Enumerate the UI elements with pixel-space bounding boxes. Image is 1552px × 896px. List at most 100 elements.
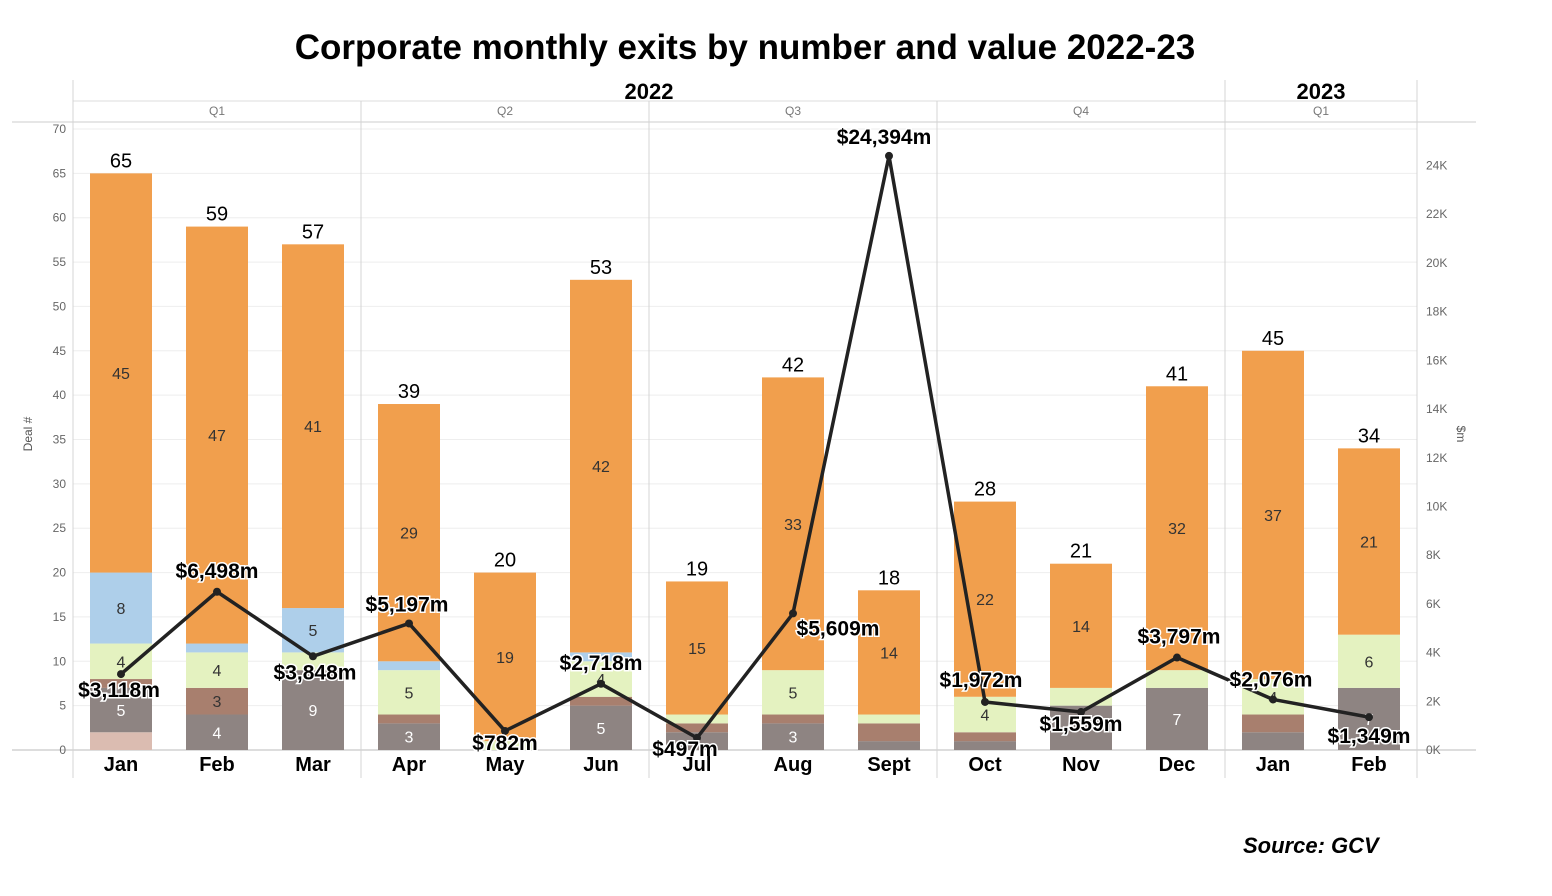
y-tick-label: 35 <box>53 433 67 447</box>
bar-segment <box>1338 448 1400 635</box>
bar-segment <box>90 687 152 733</box>
bar-segment <box>1050 563 1112 688</box>
value-line-point <box>405 619 413 628</box>
value-line-label: $5,609m <box>797 617 880 640</box>
bar-segment <box>186 226 248 644</box>
value-line-point <box>213 587 221 596</box>
segment-label: 5 <box>405 685 414 702</box>
y-axis-left: 0 5 10 15 20 25 30 35 40 45 50 55 60 65 70 Deal # <box>21 122 66 757</box>
segment-label: 14 <box>880 645 898 662</box>
bar-segment <box>666 581 728 715</box>
bar-segment <box>90 679 152 688</box>
y-tick-label: 70 <box>53 122 67 136</box>
value-line-label: $497m <box>652 738 717 761</box>
y-tick-label: 5 <box>59 699 66 713</box>
bar-total-label: 59 <box>206 204 228 226</box>
segment-label: 4 <box>213 663 222 680</box>
x-tick-label: Dec <box>1159 754 1196 776</box>
y2-tick-label: 18K <box>1426 305 1447 319</box>
bar-segment <box>1242 714 1304 733</box>
segment-label: 47 <box>208 428 226 445</box>
bar-total-label: 39 <box>398 381 420 403</box>
bar-segment <box>570 705 632 750</box>
year-label: 2022 <box>625 79 674 104</box>
bar-segment <box>90 732 152 750</box>
bar-segment <box>378 714 440 724</box>
bar-segment <box>1146 687 1208 750</box>
bar-segment <box>186 714 248 750</box>
quarter-label: Q2 <box>497 104 513 118</box>
bar-segment <box>378 670 440 715</box>
segment-label: 6 <box>1365 654 1374 671</box>
bar-segment <box>570 652 632 662</box>
value-line-label: $3,797m <box>1138 626 1221 649</box>
quarter-label: Q1 <box>209 104 225 118</box>
y2-tick-label: 12K <box>1426 451 1447 465</box>
bar-segment <box>186 687 248 715</box>
period-header: Q1 Q2 Q3 Q4 Q1 2022 2023 <box>209 79 1345 118</box>
segment-label: 4 <box>213 725 222 742</box>
value-line-point <box>117 670 125 679</box>
segment-label: 3 <box>405 730 414 747</box>
y2-tick-label: 0K <box>1426 743 1441 757</box>
bar-segment <box>762 377 824 671</box>
y2-tick-label: 16K <box>1426 353 1447 367</box>
x-tick-label: Sept <box>867 754 911 776</box>
y-tick-label: 50 <box>53 299 67 313</box>
segment-label: 3 <box>789 730 798 747</box>
x-tick-label: Feb <box>1351 754 1387 776</box>
y-tick-label: 20 <box>53 566 67 580</box>
y-tick-label: 0 <box>59 743 66 757</box>
bar-segment <box>666 723 728 733</box>
segment-label: 45 <box>112 366 130 383</box>
x-tick-label: May <box>486 754 526 776</box>
bar-segment <box>1242 350 1304 680</box>
segment-label: 42 <box>592 459 610 476</box>
segment-label: 15 <box>688 641 706 658</box>
y-tick-label: 25 <box>53 521 67 535</box>
bar-segment <box>858 590 920 715</box>
y-tick-label: 65 <box>53 166 67 180</box>
y2-axis-title: $m <box>1454 426 1468 443</box>
value-line-point <box>789 609 797 618</box>
value-line-label: $24,394m <box>837 126 932 149</box>
value-line-label: $5,197m <box>366 593 449 616</box>
value-line-label: $1,972m <box>940 669 1023 692</box>
y2-tick-label: 8K <box>1426 548 1441 562</box>
x-axis: Jan Feb Mar Apr May Jun Jul Aug Sept Oct Nov Dec Jan… <box>104 754 1387 776</box>
bar-segment <box>90 173 152 573</box>
bar-segment <box>570 661 632 697</box>
y2-tick-label: 24K <box>1426 159 1447 173</box>
quarter-label: Q1 <box>1313 104 1329 118</box>
bar-segment <box>762 723 824 750</box>
bar-segment <box>858 723 920 742</box>
value-line-point <box>1077 708 1085 717</box>
y-tick-label: 15 <box>53 610 67 624</box>
bar-total-label: 41 <box>1166 363 1188 385</box>
bar-segment <box>570 279 632 653</box>
bar-segment <box>1050 687 1112 706</box>
year-label: 2023 <box>1297 79 1346 104</box>
bar-segment <box>90 572 152 644</box>
source-note: Source: GCV <box>1243 833 1379 858</box>
y2-tick-label: 10K <box>1426 499 1447 513</box>
segment-label: 5 <box>117 703 126 720</box>
bar-segment <box>1338 634 1400 688</box>
y2-tick-label: 22K <box>1426 207 1447 221</box>
bar-segment <box>474 741 536 750</box>
bar-total-label: 28 <box>974 479 996 501</box>
bar-segment <box>954 732 1016 742</box>
segment-label: 29 <box>400 526 418 543</box>
value-line-label: $782m <box>472 732 537 755</box>
x-tick-label: Aug <box>774 754 813 776</box>
x-tick-label: Apr <box>392 754 427 776</box>
x-tick-label: Jun <box>583 754 619 776</box>
bar-segment <box>954 741 1016 750</box>
bar-total-label: 19 <box>686 558 708 580</box>
gridlines <box>73 128 1417 707</box>
bar-segment <box>186 652 248 688</box>
bar-total-label: 34 <box>1358 425 1380 447</box>
bar-segment <box>1146 670 1208 688</box>
bar-segment <box>570 696 632 706</box>
